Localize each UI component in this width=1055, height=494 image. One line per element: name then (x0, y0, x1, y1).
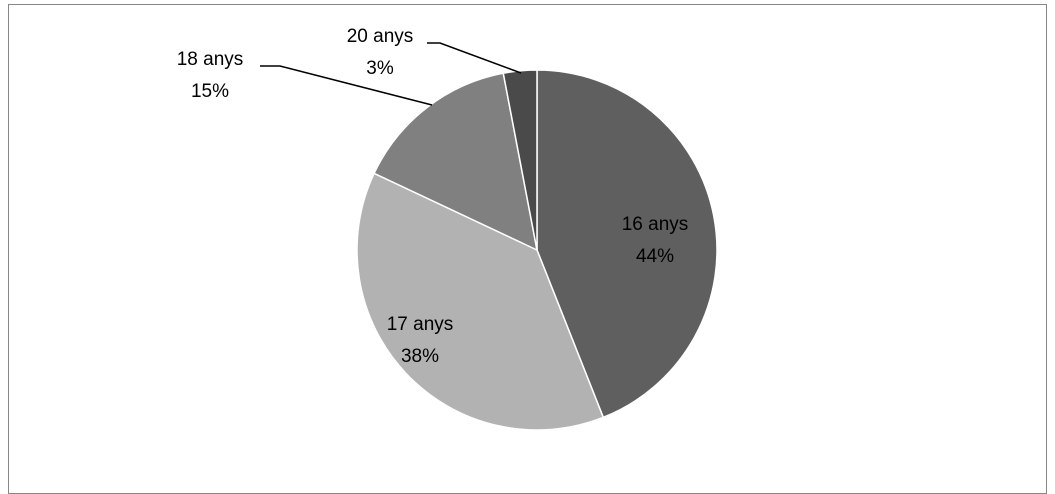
pie-slice-20-anys (502, 69, 538, 251)
slice-percent-17-anys: 38% (401, 346, 439, 367)
leader-lines (260, 42, 522, 106)
slice-label-16-anys: 16 anys (622, 214, 689, 235)
slice-percent-20-anys: 3% (366, 58, 394, 79)
pie-slices (356, 69, 718, 431)
slice-labels: 16 anys 44% 17 anys 38% 18 anys 15% 20 anys 3% (177, 26, 689, 367)
pie-chart: 16 anys 44% 17 anys 38% 18 anys 15% 20 anys 3% (177, 26, 718, 431)
slice-label-17-anys: 17 anys (387, 314, 454, 335)
slice-label-20-anys: 20 anys (347, 26, 414, 47)
slice-percent-18-anys: 15% (191, 81, 229, 102)
pie-slice-18-anys (373, 72, 539, 252)
leader-line-20-anys (427, 42, 522, 74)
pie-slice-17-anys (356, 172, 605, 431)
slice-percent-16-anys: 44% (636, 246, 674, 267)
pie-slice-16-anys (536, 69, 718, 419)
leader-line-18-anys (260, 65, 433, 106)
slice-label-18-anys: 18 anys (177, 49, 244, 70)
